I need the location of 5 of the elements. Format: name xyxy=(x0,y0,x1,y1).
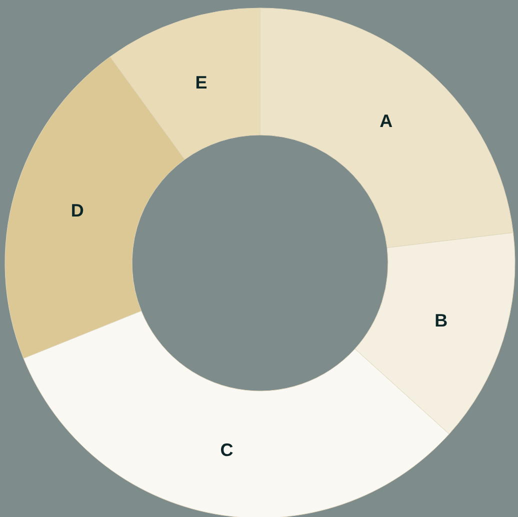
slice-label: A xyxy=(380,110,393,131)
slice-label: C xyxy=(220,440,234,460)
slice-label: D xyxy=(70,200,84,221)
slice-label: B xyxy=(434,310,448,331)
slice-label: E xyxy=(195,72,208,92)
